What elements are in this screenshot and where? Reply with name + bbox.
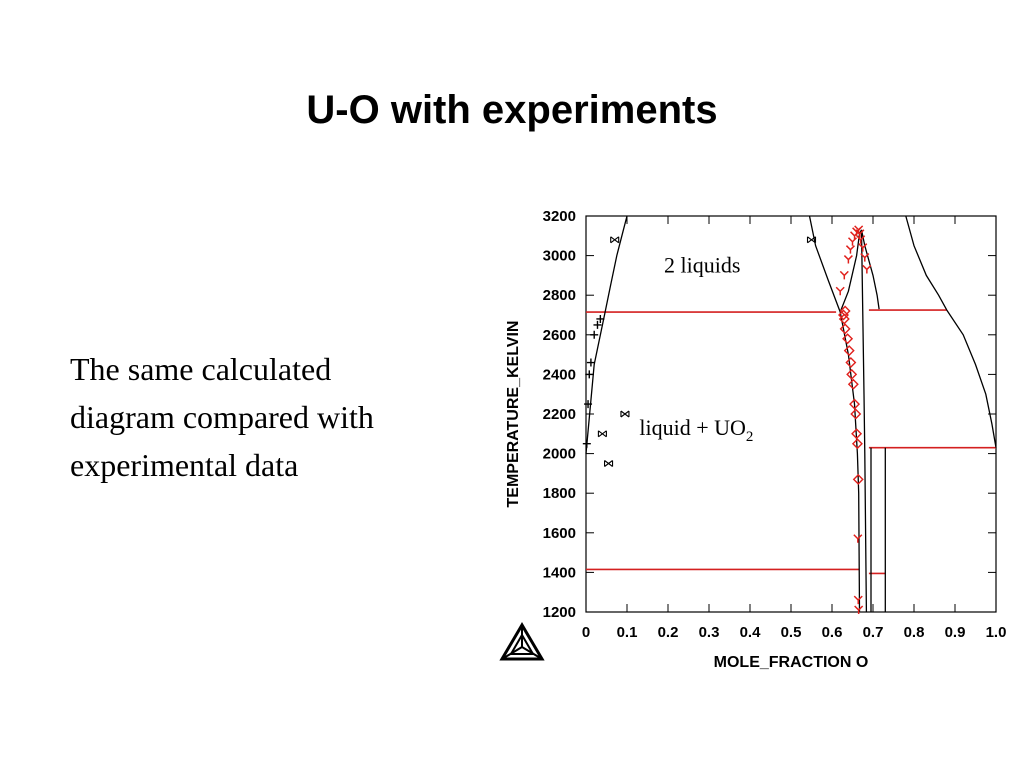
data-point-plus	[584, 400, 593, 409]
y-tick-label: 1400	[543, 564, 576, 581]
y-tick-label: 1600	[543, 525, 576, 542]
x-tick-label: 0	[582, 624, 590, 641]
data-point-plus	[596, 314, 605, 323]
phase-boundary	[946, 309, 997, 448]
slide-body-text: The same calculated diagram compared wit…	[70, 345, 470, 489]
logo-line	[521, 646, 543, 660]
y-tick-label: 2600	[543, 327, 576, 344]
y-tick-label: 2200	[543, 406, 576, 423]
x-tick-label: 0.5	[781, 624, 802, 641]
data-point-tri	[839, 270, 849, 280]
region-label-main: liquid + UO	[639, 415, 746, 440]
logo-inner-triangle	[509, 633, 535, 655]
y-tick-label: 1800	[543, 485, 576, 502]
phase-boundary	[839, 311, 861, 613]
phase-boundary	[860, 229, 868, 613]
region-label-two-liquids: 2 liquids	[664, 253, 740, 278]
data-point-diamond	[846, 368, 858, 380]
x-tick-label: 0.4	[740, 624, 762, 641]
data-point-diamond	[847, 378, 859, 390]
logo-outer-triangle	[499, 622, 545, 661]
logo-line	[501, 646, 523, 660]
x-tick-label: 0.6	[822, 624, 843, 641]
body-line: experimental data	[70, 447, 299, 483]
data-point-tri	[855, 229, 865, 238]
data-point-diamond	[851, 438, 863, 450]
phase-boundary	[860, 229, 880, 310]
data-point-plus	[582, 439, 591, 448]
data-point-misc	[620, 410, 630, 418]
body-line: diagram compared with	[70, 399, 374, 435]
y-tick-label: 1200	[543, 604, 576, 621]
data-point-diamond	[849, 398, 861, 410]
y-tick-label: 3200	[543, 208, 576, 225]
data-point-diamond	[838, 313, 850, 325]
data-point-diamond	[852, 473, 864, 485]
page-title: U-O with experiments	[306, 88, 718, 132]
y-tick-label: 2400	[543, 366, 576, 383]
region-label-subscript: 2	[746, 429, 754, 445]
x-tick-label: 0.9	[945, 624, 966, 641]
data-point-misc	[604, 460, 614, 467]
data-point-diamond	[851, 428, 863, 440]
data-point-tri	[854, 605, 864, 615]
x-tick-label: 1.0	[986, 624, 1007, 641]
data-point-tri	[860, 253, 870, 262]
phase-boundary	[585, 215, 628, 454]
data-point-diamond	[839, 323, 851, 335]
y-tick-label: 2000	[543, 446, 576, 463]
phase-boundary	[808, 215, 841, 313]
data-point-plus	[585, 370, 594, 379]
y-axis-label: TEMPERATURE_KELVIN	[505, 321, 522, 508]
data-point-misc	[610, 236, 620, 244]
data-point-plus	[590, 330, 599, 339]
data-point-tri	[856, 235, 866, 244]
data-point-misc	[597, 430, 607, 438]
data-point-diamond	[842, 333, 854, 345]
data-point-diamond	[845, 357, 857, 369]
phase-boundary	[839, 229, 863, 313]
region-label-liquid-uo2: liquid + UO2	[639, 415, 753, 445]
x-tick-label: 0.2	[658, 624, 679, 641]
body-line: The same calculated	[70, 351, 332, 387]
data-point-tri	[845, 245, 855, 254]
x-tick-label: 0.8	[904, 624, 925, 641]
data-point-tri	[835, 286, 845, 296]
data-point-diamond	[843, 345, 855, 357]
phase-boundary	[905, 215, 948, 311]
plot-layer: 0 0.1 0.2 0.3 0.4 0.5 0.6 0.7 0.8 0.9 1.0 1200 1400 1…	[543, 208, 1007, 641]
data-point-tri	[853, 595, 863, 605]
x-axis-label: MOLE_FRACTION O	[714, 654, 869, 671]
y-tick-label: 3000	[543, 248, 576, 265]
thermo-calc-triangle-logo	[499, 622, 545, 661]
x-tick-label: 0.1	[617, 624, 638, 641]
data-point-tri	[858, 243, 868, 252]
data-point-tri	[853, 534, 863, 543]
y-tick-label: 2800	[543, 287, 576, 304]
data-point-plus	[586, 358, 595, 367]
data-point-misc	[806, 236, 817, 244]
data-point-tri	[843, 255, 853, 264]
data-point-diamond	[850, 408, 862, 420]
data-point-diamond	[839, 305, 851, 317]
data-point-tri	[862, 264, 872, 274]
region-labels: 2 liquids liquid + UO2	[639, 253, 753, 445]
x-tick-label: 0.7	[863, 624, 884, 641]
x-tick-label: 0.3	[699, 624, 720, 641]
data-point-plus	[593, 320, 602, 329]
